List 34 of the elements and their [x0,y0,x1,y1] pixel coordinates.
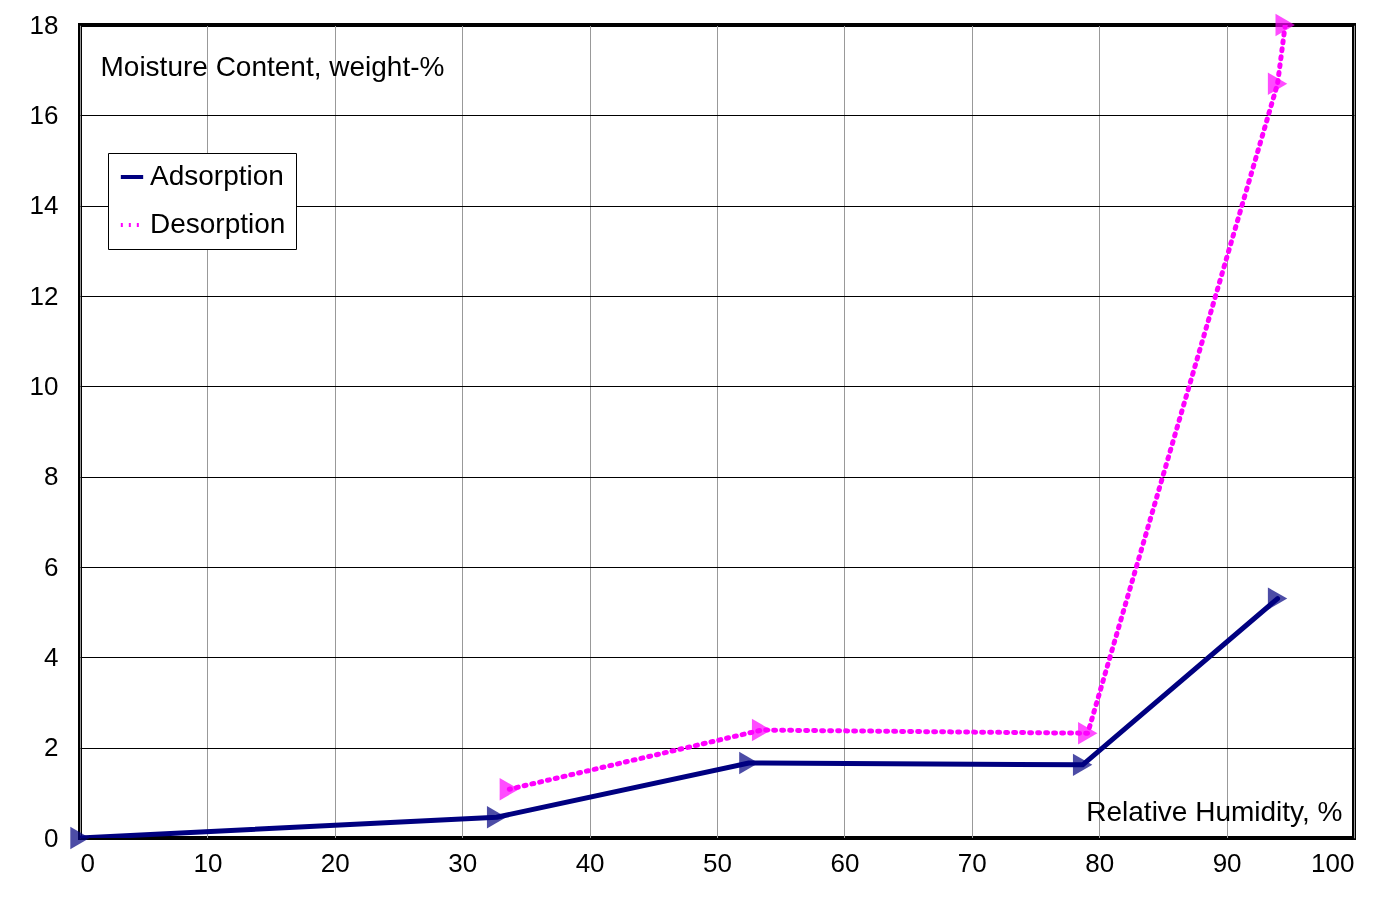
x-tick-label: 70 [957,847,987,878]
y-tick-label: 0 [44,822,59,853]
x-tick-label: 30 [448,847,478,878]
legend-label: Adsorption [150,160,284,191]
x-axis-title: Relative Humidity, % [1086,795,1343,827]
x-tick-label: 40 [575,847,605,878]
x-tick-label: 50 [703,847,732,878]
y-tick-label: 14 [29,190,59,221]
y-tick-label: 16 [29,99,59,130]
point [1072,753,1093,777]
x-tick-label: 100 [1311,847,1355,878]
y-tick-label: 10 [29,370,59,401]
y-tick-label: 2 [44,732,59,763]
x-tick-label: 10 [193,847,223,878]
point [70,826,90,850]
point [751,718,772,742]
y-tick-label: 4 [44,641,59,672]
y-tick-label: 6 [44,551,59,582]
point [1078,722,1098,745]
x-tick-label: 0 [80,847,95,878]
point [1267,72,1288,95]
y-tick-label: 8 [44,461,59,492]
y-tick-label: 18 [29,9,59,40]
legend-label: Desorption [150,208,286,239]
point [486,806,507,829]
point [1267,587,1288,610]
x-tick-label: 80 [1085,847,1115,878]
x-tick-label: 60 [830,847,860,878]
y-axis-title: Moisture Content, weight-% [100,50,445,82]
x-tick-label: 20 [320,847,350,878]
point [499,778,520,801]
y-tick-label: 12 [29,280,59,311]
x-tick-label: 90 [1212,847,1242,878]
point [1275,13,1295,37]
